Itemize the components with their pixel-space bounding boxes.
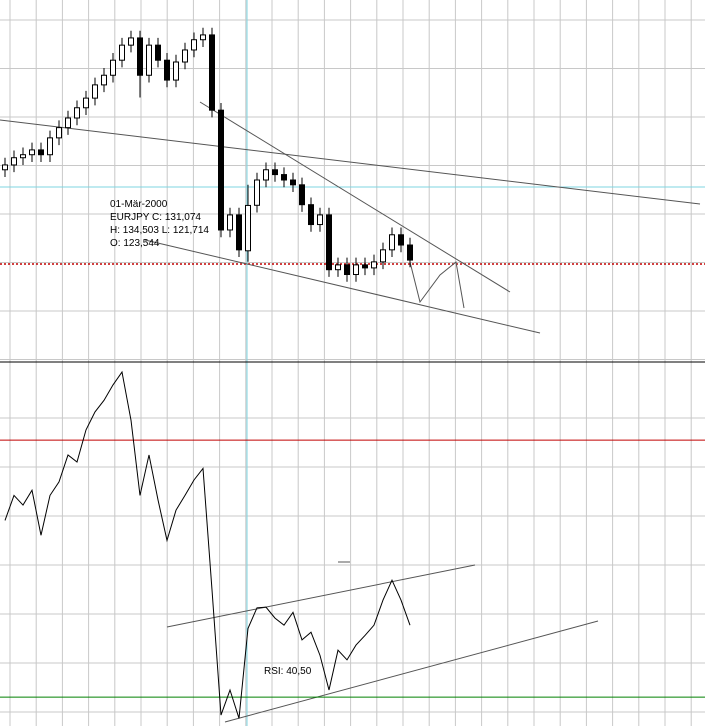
candle-body (119, 44, 125, 61)
candle-body (236, 214, 242, 251)
candle-body (200, 34, 206, 41)
candle-body (173, 61, 179, 81)
candle-body (20, 154, 26, 159)
candle-body (191, 39, 197, 51)
candle-body (92, 84, 98, 99)
candle-body (2, 164, 8, 171)
tooltip-date: 01-Mär-2000 (110, 199, 168, 210)
candle-body (398, 234, 404, 246)
candle-body (56, 127, 62, 139)
candle-body (74, 107, 80, 119)
candle-body (65, 117, 71, 129)
rsi-line (4, 370, 411, 719)
candle-body (218, 109, 224, 231)
candle-body (38, 149, 44, 156)
rsi-label: RSI: 40,50 (264, 666, 312, 677)
candle-body (344, 264, 350, 276)
tooltip-open: O: 123,544 (110, 238, 160, 249)
candle-body (11, 157, 17, 166)
candle-body (308, 204, 314, 226)
candle-body (29, 149, 35, 156)
candle-body (209, 34, 215, 111)
candle-body (137, 37, 143, 76)
candle-body (371, 261, 377, 269)
candle-body (47, 137, 53, 156)
candle-body (335, 264, 341, 271)
candle-body (101, 74, 107, 86)
candle-body (326, 214, 332, 271)
candle-body (317, 214, 323, 226)
candle-body (245, 204, 251, 252)
candle-body (155, 44, 161, 61)
trendlines (0, 101, 701, 723)
candle-body (299, 184, 305, 206)
marks (0, 27, 705, 719)
candle-body (281, 174, 287, 181)
candle-body (263, 169, 269, 181)
candle-body (146, 44, 152, 76)
candle-body (290, 179, 296, 186)
candle-body (83, 97, 89, 109)
candle-body (272, 169, 278, 176)
candle-body (353, 264, 359, 276)
candle-body (362, 264, 368, 269)
candle-body (227, 214, 233, 231)
candle-body (182, 49, 188, 63)
tooltip-high-low: H: 134,503 L: 121,714 (110, 225, 209, 236)
candle-body (110, 59, 116, 76)
candle-body (128, 37, 134, 46)
tooltip-close: EURJPY C: 131,074 (110, 212, 201, 223)
candle-body (254, 179, 260, 206)
candle-body (389, 234, 395, 251)
candle-body (380, 249, 386, 263)
candle-body (407, 244, 413, 261)
candle-body (164, 59, 170, 81)
